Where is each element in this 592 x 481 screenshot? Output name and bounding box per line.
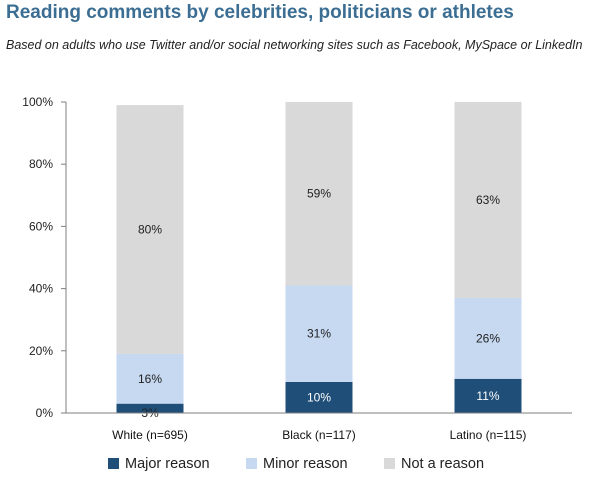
bar-segment xyxy=(285,285,353,382)
legend-item-major: Major reason xyxy=(108,456,210,472)
y-tick-label: 40% xyxy=(29,282,53,296)
stacked-bar-chart: 3%16%80%White (n=695)10%31%59%Black (n=1… xyxy=(22,95,572,442)
category-label: Latino (n=115) xyxy=(450,428,527,442)
bar-segment xyxy=(116,105,184,354)
bar-segment xyxy=(454,378,522,413)
bar-segment xyxy=(454,102,522,298)
data-label: 16% xyxy=(138,372,162,386)
data-label: 26% xyxy=(476,331,500,345)
bar-segment xyxy=(285,381,353,413)
bar-segment xyxy=(116,353,184,404)
legend-label-minor: Minor reason xyxy=(263,456,348,472)
legend-label-major: Major reason xyxy=(125,456,210,472)
category-label: Black (n=117) xyxy=(282,428,355,442)
category-label: White (n=695) xyxy=(112,428,188,442)
bar-segment xyxy=(285,102,353,286)
data-label: 11% xyxy=(476,389,499,403)
y-tick-label: 20% xyxy=(29,344,53,358)
legend-swatch-not xyxy=(384,458,395,469)
chart-subtitle: Based on adults who use Twitter and/or s… xyxy=(6,38,583,52)
bar-segment xyxy=(116,403,184,413)
data-label: 59% xyxy=(307,187,331,201)
y-tick-label: 0% xyxy=(36,406,54,420)
legend-label-not: Not a reason xyxy=(401,456,485,472)
y-tick-label: 60% xyxy=(29,219,53,233)
chart-title: Reading comments by celebrities, politic… xyxy=(6,2,514,23)
legend-swatch-major xyxy=(108,458,119,469)
data-label: 31% xyxy=(307,327,331,341)
data-label: 80% xyxy=(138,223,162,237)
y-tick-label: 100% xyxy=(22,95,53,109)
data-label: 63% xyxy=(476,193,500,207)
legend-swatch-minor xyxy=(246,458,257,469)
legend-item-not: Not a reason xyxy=(384,456,484,472)
data-label: 10% xyxy=(307,390,331,404)
bar-segment xyxy=(454,297,522,379)
y-tick-label: 80% xyxy=(29,157,53,171)
legend-item-minor: Minor reason xyxy=(246,456,348,472)
